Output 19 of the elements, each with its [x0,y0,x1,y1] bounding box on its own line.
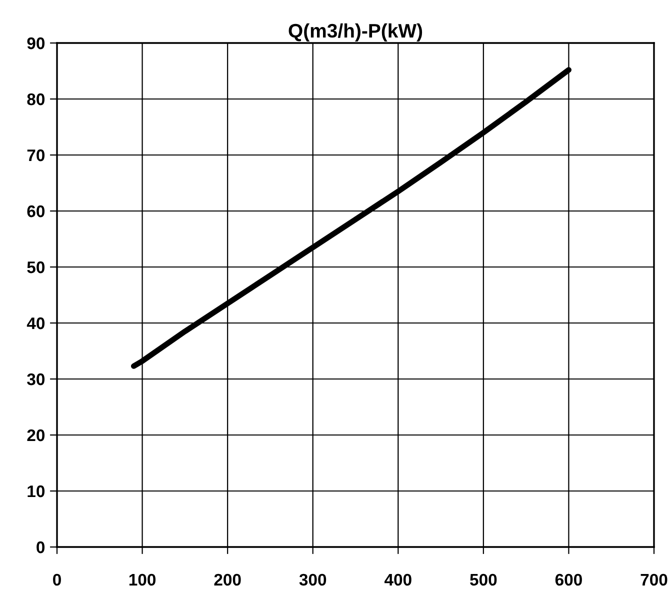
x-tick-label: 600 [555,574,582,586]
y-tick-label: 30 [27,373,45,386]
y-tick-label: 90 [27,37,45,50]
chart-title: Q(m3/h)-P(kW) [288,23,422,42]
y-tick-label: 50 [27,261,45,274]
x-tick-label: 700 [640,574,668,586]
x-tick-label: 300 [299,574,326,586]
y-tick-label: 0 [36,541,45,554]
y-tick-label: 60 [27,205,45,218]
y-tick-label: 70 [27,149,45,162]
y-tick-label: 20 [27,429,45,442]
y-tick-label: 40 [26,317,45,330]
x-tick-label: 200 [214,574,241,586]
x-tick-label: 400 [384,574,412,586]
y-tick-label: 10 [28,485,45,498]
x-tick-label: 500 [470,574,497,586]
y-tick-label: 80 [27,93,45,106]
x-tick-label: 0 [53,574,61,586]
x-tick-label: 100 [129,574,156,586]
